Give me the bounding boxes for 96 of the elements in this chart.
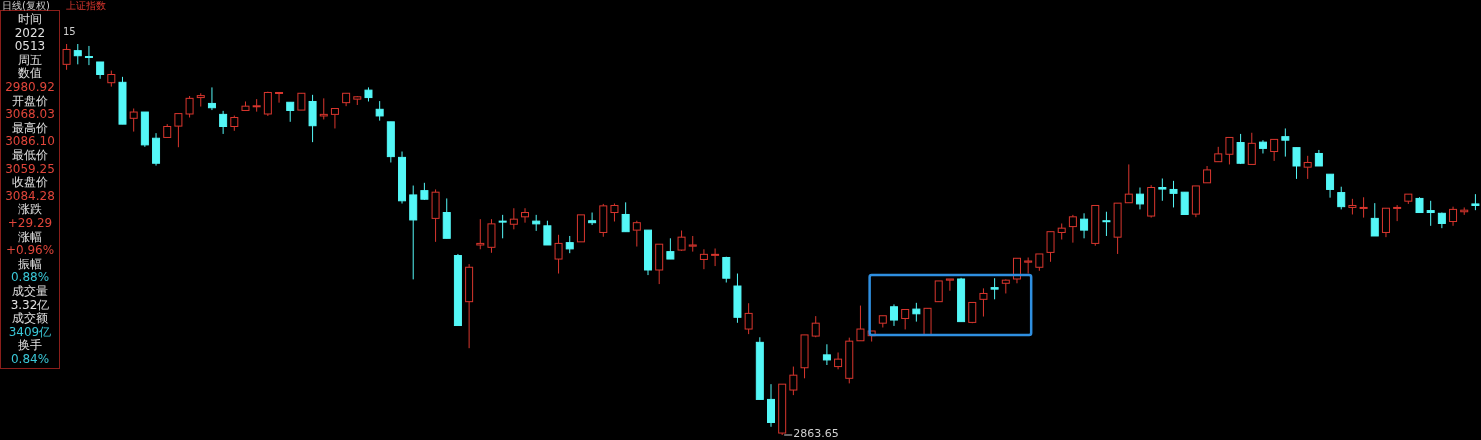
candlestick xyxy=(1180,191,1189,215)
candlestick xyxy=(1012,257,1021,284)
candlestick xyxy=(1426,200,1435,227)
candlestick xyxy=(286,101,295,123)
candlestick xyxy=(1135,187,1144,210)
text: 涨幅 xyxy=(18,229,42,244)
candlestick xyxy=(632,220,641,248)
text: 周五 xyxy=(18,52,42,67)
candlestick xyxy=(521,207,530,224)
text: 开盘价 xyxy=(12,93,48,108)
text: +0.96% xyxy=(5,243,55,258)
candlestick xyxy=(263,91,272,117)
candlestick xyxy=(856,305,865,342)
text: 3068.03 xyxy=(5,107,55,122)
candlestick xyxy=(889,303,898,327)
text: 成交量 xyxy=(12,284,48,298)
candlestick xyxy=(1359,196,1368,219)
candlestick xyxy=(1337,186,1346,210)
candlestick xyxy=(1326,173,1335,199)
candlestick xyxy=(1169,180,1178,208)
candlestick xyxy=(1281,127,1290,158)
candlestick xyxy=(912,302,921,323)
candlestick xyxy=(1370,202,1379,237)
text: 15 xyxy=(63,26,76,37)
candlestick xyxy=(207,86,216,111)
candlestick xyxy=(554,234,563,275)
candlestick xyxy=(476,218,485,250)
candlestick xyxy=(1102,211,1111,237)
candlestick xyxy=(498,214,507,239)
candlestick xyxy=(543,220,552,246)
text: 2980.92 xyxy=(5,80,55,94)
candlestick xyxy=(1236,133,1245,165)
text: 3.32亿 xyxy=(10,297,50,312)
text: 3059.25 xyxy=(5,161,55,176)
candlestick xyxy=(1080,212,1089,239)
candlestick xyxy=(677,230,686,252)
text: 成交额 xyxy=(12,311,48,326)
candlestick xyxy=(822,343,831,366)
candlestick xyxy=(1124,163,1133,204)
candlestick xyxy=(1225,136,1234,165)
candlestick xyxy=(174,113,183,148)
candlestick xyxy=(319,97,328,120)
text: 3086.10 xyxy=(5,134,55,149)
candlestick xyxy=(509,207,518,230)
candlestick xyxy=(62,43,71,71)
text: +29.29 xyxy=(7,216,53,230)
candlestick xyxy=(767,383,775,428)
candlestick xyxy=(1449,206,1458,227)
text: 最低价 xyxy=(12,148,48,162)
candlestick xyxy=(945,278,954,292)
text: 换手 xyxy=(18,338,42,353)
candlestick xyxy=(979,287,988,318)
text: 涨跌 xyxy=(18,202,42,217)
candlestick xyxy=(1393,204,1402,222)
candlestick xyxy=(834,352,843,370)
candlestick xyxy=(73,43,82,65)
candlestick xyxy=(901,308,910,330)
candlestick xyxy=(219,110,228,135)
candlestick xyxy=(185,95,194,119)
candlestick xyxy=(789,366,798,396)
text: 收盘价 xyxy=(12,175,48,190)
annotation: 2863.65 xyxy=(793,427,839,440)
candlestick xyxy=(1068,214,1077,244)
text: 3409亿 xyxy=(8,324,52,339)
text: 日线(复权) xyxy=(2,0,50,11)
text: 时间 xyxy=(18,12,42,26)
candlestick xyxy=(1292,147,1301,180)
candlestick xyxy=(1158,178,1167,202)
candlestick xyxy=(934,280,943,303)
text: 0.84% xyxy=(10,352,50,366)
candlestick xyxy=(990,277,999,300)
candlestick xyxy=(1270,138,1279,162)
text: 0513 xyxy=(14,39,46,54)
candlestick xyxy=(1303,155,1312,180)
candlestick xyxy=(722,256,731,284)
text: 振幅 xyxy=(18,256,42,271)
candlestick xyxy=(699,248,708,270)
candlestick xyxy=(621,201,630,233)
candlestick xyxy=(84,45,93,66)
candlestick xyxy=(744,302,753,335)
candlestick xyxy=(666,237,675,260)
candlestick xyxy=(1046,231,1055,263)
candlestick xyxy=(588,212,597,226)
text: 0.88% xyxy=(10,270,50,285)
text: 2022 xyxy=(14,25,46,40)
text: 3084.28 xyxy=(5,188,55,203)
candlestick xyxy=(487,218,496,254)
candlestick xyxy=(1247,132,1256,165)
candlestick xyxy=(375,100,384,122)
candlestick xyxy=(330,108,339,129)
candlestick xyxy=(711,247,720,267)
candlestick xyxy=(275,91,284,104)
text: 最高价 xyxy=(12,120,48,135)
text: 数值 xyxy=(18,66,42,81)
candlestick xyxy=(129,108,138,133)
text: 上证指数 xyxy=(66,0,106,11)
